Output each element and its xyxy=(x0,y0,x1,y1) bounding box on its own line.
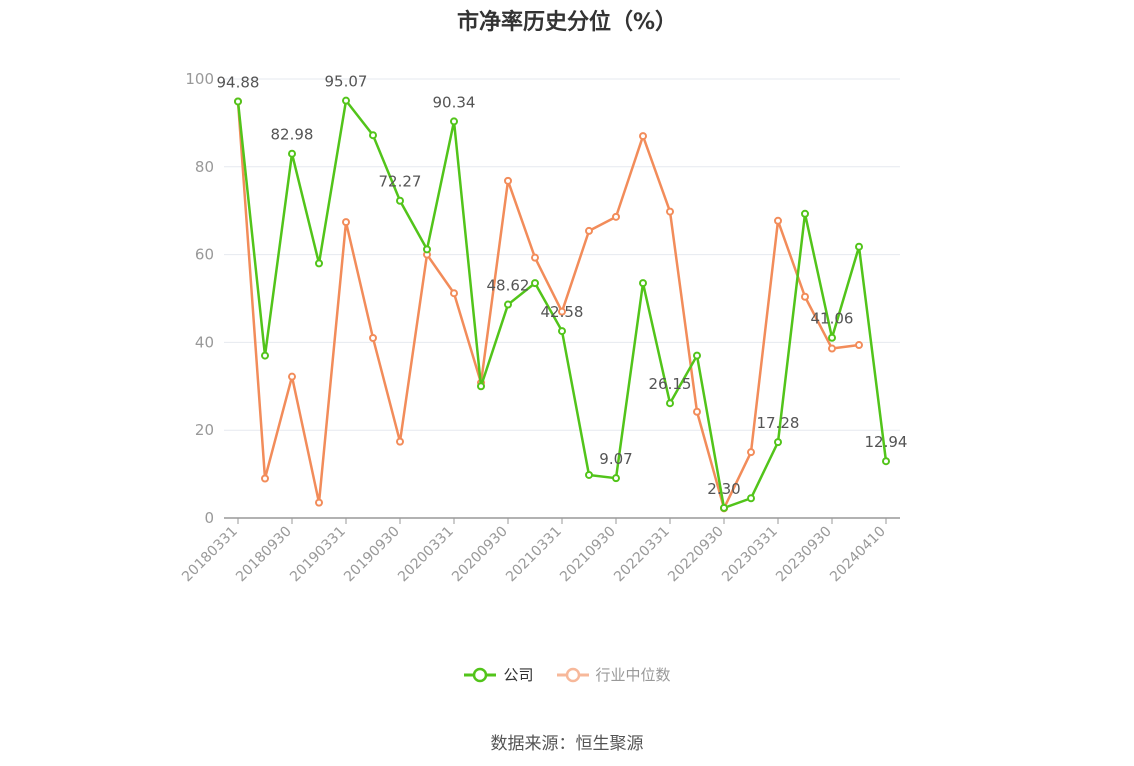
x-tick-label: 20220331 xyxy=(611,524,673,586)
series-line-industry-median xyxy=(236,101,860,510)
data-point-company[interactable] xyxy=(693,351,701,360)
y-tick-label: 0 xyxy=(204,509,214,527)
data-source: 数据来源：恒生聚源 xyxy=(490,734,644,754)
data-label: 41.06 xyxy=(811,310,854,328)
data-label: 95.07 xyxy=(325,73,368,91)
data-label: 9.07 xyxy=(599,450,632,468)
data-point-industry-median[interactable] xyxy=(504,176,512,185)
data-label: 12.94 xyxy=(865,433,908,451)
data-point-industry-median[interactable] xyxy=(288,372,296,381)
x-tick-label: 20230930 xyxy=(773,524,835,586)
data-point-industry-median[interactable] xyxy=(828,344,836,353)
x-tick-label: 20210331 xyxy=(503,524,565,586)
data-point-company[interactable] xyxy=(531,279,539,288)
data-point-company[interactable] xyxy=(855,242,863,251)
data-point-industry-median[interactable] xyxy=(342,218,350,227)
data-point-industry-median[interactable] xyxy=(801,292,809,301)
data-point-industry-median[interactable] xyxy=(612,212,620,221)
data-point-company[interactable] xyxy=(288,149,296,158)
x-tick-label: 20190331 xyxy=(287,524,349,586)
data-point-company[interactable] xyxy=(342,96,350,105)
gridlines xyxy=(224,78,900,431)
data-point-industry-median[interactable] xyxy=(774,216,782,225)
data-point-company[interactable] xyxy=(558,327,566,336)
data-point-industry-median[interactable] xyxy=(450,289,458,298)
data-label: 2.30 xyxy=(707,480,740,498)
legend: 公司 行业中位数 xyxy=(0,664,1134,685)
legend-label-company: 公司 xyxy=(503,666,534,684)
x-tick-label: 20220930 xyxy=(665,524,727,586)
x-tick-label: 20180930 xyxy=(233,524,295,586)
data-point-company[interactable] xyxy=(234,97,242,106)
legend-label-industry-median: 行业中位数 xyxy=(595,666,671,684)
data-label: 90.34 xyxy=(433,93,476,111)
data-label: 82.98 xyxy=(271,126,314,144)
x-tick-label: 20200331 xyxy=(395,524,457,586)
x-tick-label: 20190930 xyxy=(341,524,403,586)
data-label: 48.62 xyxy=(487,277,530,295)
data-point-industry-median[interactable] xyxy=(261,474,269,483)
data-point-company[interactable] xyxy=(747,494,755,503)
data-label: 26.15 xyxy=(649,375,692,393)
legend-marker-company-icon xyxy=(464,667,497,682)
data-point-industry-median[interactable] xyxy=(639,132,647,141)
series-lines xyxy=(234,96,890,513)
data-point-industry-median[interactable] xyxy=(855,341,863,350)
data-point-industry-median[interactable] xyxy=(693,407,701,416)
data-point-company[interactable] xyxy=(504,300,512,309)
data-point-company[interactable] xyxy=(882,457,890,466)
data-point-company[interactable] xyxy=(639,279,647,288)
data-label: 94.88 xyxy=(217,73,260,91)
data-label: 42.58 xyxy=(541,303,584,321)
y-tick-label: 60 xyxy=(195,246,214,264)
data-point-company[interactable] xyxy=(612,474,620,483)
y-tick-label: 100 xyxy=(185,70,214,88)
legend-item-company[interactable]: 公司 xyxy=(463,664,534,685)
y-tick-label: 40 xyxy=(195,333,214,351)
y-tick-label: 80 xyxy=(195,158,214,176)
data-point-company[interactable] xyxy=(666,399,674,408)
data-label: 72.27 xyxy=(379,173,422,191)
x-tick-label: 20210930 xyxy=(557,524,619,586)
x-tick-label: 20180331 xyxy=(179,524,241,586)
data-point-industry-median[interactable] xyxy=(585,226,593,235)
x-tick-label: 20240410 xyxy=(827,524,889,586)
data-point-company[interactable] xyxy=(423,245,431,254)
y-tick-label: 20 xyxy=(195,421,214,439)
data-point-company[interactable] xyxy=(369,131,377,140)
data-point-industry-median[interactable] xyxy=(315,498,323,507)
data-point-company[interactable] xyxy=(450,117,458,126)
data-point-company[interactable] xyxy=(774,438,782,447)
data-label: 17.28 xyxy=(757,414,800,432)
data-point-company[interactable] xyxy=(315,259,323,268)
data-point-company[interactable] xyxy=(801,209,809,218)
legend-marker-industry-icon xyxy=(556,667,589,682)
data-point-industry-median[interactable] xyxy=(747,448,755,457)
legend-item-industry-median[interactable]: 行业中位数 xyxy=(556,664,671,685)
chart-title: 市净率历史分位（%） xyxy=(456,10,678,35)
y-axis: 0 20 40 60 80 100 xyxy=(185,70,214,527)
data-point-company[interactable] xyxy=(477,382,485,391)
data-point-industry-median[interactable] xyxy=(396,437,404,446)
data-point-industry-median[interactable] xyxy=(369,334,377,343)
x-axis: 2018033120180930201903312019093020200331… xyxy=(179,517,900,586)
data-point-company[interactable] xyxy=(585,470,593,479)
data-point-company[interactable] xyxy=(720,503,728,512)
data-point-industry-median[interactable] xyxy=(666,207,674,216)
data-point-company[interactable] xyxy=(261,351,269,360)
data-point-industry-median[interactable] xyxy=(558,307,566,316)
data-point-company[interactable] xyxy=(396,196,404,205)
data-point-company[interactable] xyxy=(828,333,836,342)
x-tick-label: 20230331 xyxy=(719,524,781,586)
data-point-industry-median[interactable] xyxy=(531,253,539,262)
x-tick-label: 20200930 xyxy=(449,524,511,586)
data-labels: 94.88 82.98 95.07 72.27 90.34 48.62 42.58 9.07 2… xyxy=(217,73,908,498)
